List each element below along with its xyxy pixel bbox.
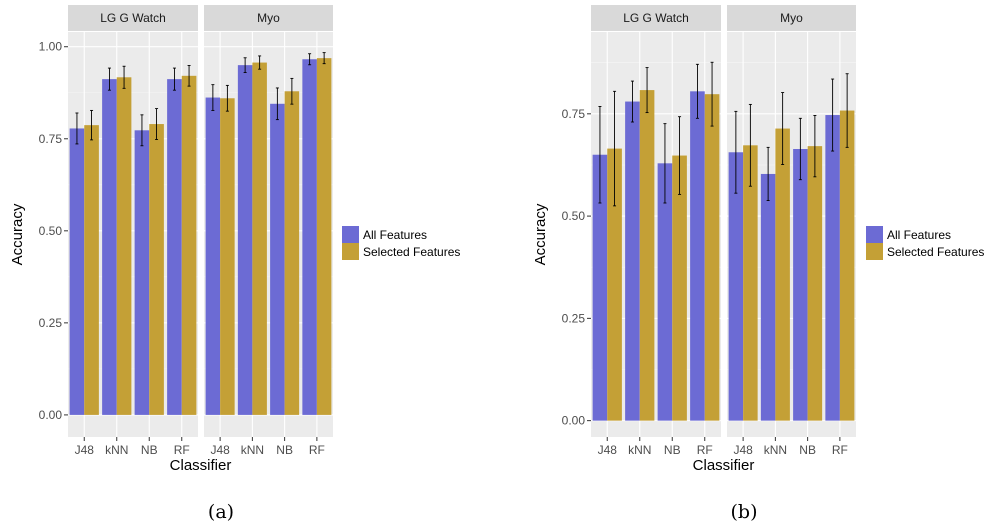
- bar: [220, 98, 235, 415]
- x-tick-label: J48: [210, 443, 230, 457]
- y-tick-label: 0.75: [562, 107, 586, 121]
- x-axis-title: Classifier: [170, 457, 232, 474]
- x-tick-label: kNN: [628, 443, 651, 457]
- legend-swatch: [866, 226, 883, 243]
- facet-strip: [591, 5, 721, 31]
- legend: All Features Selected Features: [342, 226, 460, 260]
- legend-swatch: [342, 226, 359, 243]
- facet-strip-label: Myo: [257, 11, 280, 25]
- legend-label: Selected Features: [887, 245, 984, 259]
- panel-myo: Myo J48 kNN NB RF: [204, 5, 333, 457]
- x-tick-label: RF: [832, 443, 848, 457]
- bar: [167, 79, 182, 415]
- bar: [793, 149, 808, 421]
- x-tick-label: RF: [309, 443, 325, 457]
- y-tick-label: 0.75: [39, 132, 63, 146]
- x-tick-label: kNN: [764, 443, 787, 457]
- y-axis-title: Accuracy: [9, 203, 26, 265]
- x-axis-title: Classifier: [693, 457, 755, 474]
- bar: [252, 62, 267, 415]
- facet-strip-label: Myo: [780, 11, 803, 25]
- bar: [84, 125, 99, 415]
- bar: [181, 75, 197, 415]
- bar: [149, 124, 164, 415]
- bar: [639, 90, 655, 421]
- y-tick-label: 1.00: [39, 40, 63, 54]
- bar: [690, 91, 705, 421]
- bar: [116, 77, 132, 415]
- y-tick-label: 0.50: [562, 209, 586, 223]
- bar: [839, 110, 855, 421]
- legend-swatch: [866, 243, 883, 260]
- figure-caption: (b): [731, 501, 758, 523]
- bar: [807, 146, 823, 421]
- legend-label: Selected Features: [363, 245, 460, 259]
- figure-caption: (a): [208, 501, 234, 523]
- bar: [625, 101, 640, 421]
- bar: [69, 128, 85, 415]
- facet-strip: [204, 5, 333, 31]
- y-axis-title: Accuracy: [532, 203, 549, 265]
- bar: [102, 79, 117, 415]
- x-tick-label: RF: [174, 443, 190, 457]
- x-tick-label: NB: [141, 443, 158, 457]
- bar: [592, 154, 608, 421]
- legend-label: All Features: [363, 228, 427, 242]
- bar: [134, 130, 150, 415]
- facet-strip-label: LG G Watch: [100, 11, 166, 25]
- x-tick-label: J48: [733, 443, 753, 457]
- x-tick-label: kNN: [105, 443, 128, 457]
- bar: [760, 173, 776, 421]
- y-tick-label: 0.00: [562, 414, 586, 428]
- x-tick-label: RF: [697, 443, 713, 457]
- bar: [607, 148, 622, 421]
- bar: [302, 59, 317, 415]
- bar: [704, 94, 720, 421]
- panel-lg-g-watch: LG G Watch J48 kNN NB RF: [591, 5, 721, 457]
- y-tick-label: 0.50: [39, 224, 63, 238]
- bar: [284, 91, 300, 415]
- facet-strip-label: LG G Watch: [623, 11, 689, 25]
- x-tick-label: kNN: [241, 443, 264, 457]
- chart-b: LG G Watch J48 kNN NB RF Myo J48 kNN NB RF 0.00 0.2…: [532, 5, 984, 523]
- x-tick-label: J48: [598, 443, 618, 457]
- facet-strip: [68, 5, 198, 31]
- bar: [205, 97, 221, 415]
- x-tick-label: NB: [276, 443, 293, 457]
- bar: [237, 65, 253, 415]
- x-tick-label: NB: [664, 443, 681, 457]
- bar: [775, 128, 790, 421]
- bar: [743, 145, 758, 421]
- y-tick-label: 0.00: [39, 408, 63, 422]
- legend-label: All Features: [887, 228, 951, 242]
- bar: [825, 115, 840, 421]
- bar: [728, 152, 744, 421]
- bar: [657, 163, 673, 421]
- panel-myo: Myo J48 kNN NB RF: [727, 5, 856, 457]
- bar: [270, 103, 285, 415]
- x-tick-label: J48: [75, 443, 95, 457]
- legend: All Features Selected Features: [866, 226, 984, 260]
- chart-a: LG G Watch J48 kNN NB RF Myo J48 kNN NB RF 0.00 0.2…: [9, 5, 460, 523]
- y-tick-label: 0.25: [39, 316, 63, 330]
- bar: [672, 155, 687, 421]
- panel-lg-g-watch: LG G Watch J48 kNN NB RF: [68, 5, 198, 457]
- bar: [316, 58, 332, 415]
- legend-swatch: [342, 243, 359, 260]
- y-tick-label: 0.25: [562, 311, 586, 325]
- x-tick-label: NB: [799, 443, 816, 457]
- facet-strip: [727, 5, 856, 31]
